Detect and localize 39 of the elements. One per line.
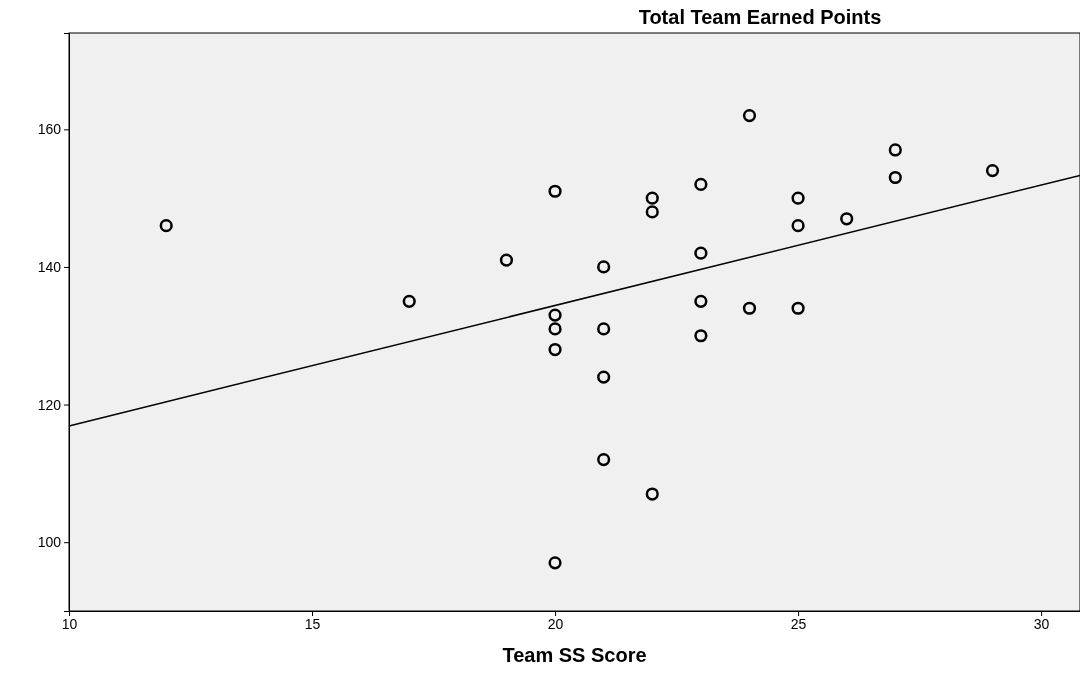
point	[548, 342, 562, 357]
point	[645, 487, 659, 501]
point	[597, 370, 611, 384]
x-tick-label: 15	[304, 615, 321, 632]
point	[694, 329, 708, 343]
x-axis-title: Team SS Score	[502, 644, 647, 666]
point	[645, 191, 659, 205]
point	[742, 301, 757, 315]
x-tick-label: 20	[547, 615, 564, 632]
point	[791, 191, 805, 205]
point	[597, 322, 611, 336]
point	[791, 301, 805, 315]
point	[888, 143, 902, 157]
point	[548, 556, 562, 570]
y-tick-label: 100	[37, 534, 62, 551]
point	[985, 164, 1000, 178]
point	[159, 219, 173, 233]
y-tick-label: 160	[37, 121, 62, 138]
point	[840, 212, 854, 226]
point	[888, 170, 902, 185]
point	[499, 253, 514, 267]
y-axis-title: Total Team Earned Points	[638, 6, 882, 28]
point	[548, 308, 562, 322]
point	[597, 260, 611, 274]
point	[791, 219, 805, 233]
point	[402, 294, 416, 308]
point	[548, 322, 562, 336]
x-tick-label: 30	[1033, 615, 1050, 632]
point	[548, 184, 562, 198]
point	[694, 294, 708, 308]
x-tick-label: 10	[61, 615, 78, 632]
point	[645, 205, 659, 219]
point	[597, 453, 611, 467]
point	[694, 177, 708, 191]
y-tick-label: 140	[37, 258, 62, 275]
point	[742, 108, 757, 123]
x-tick-label: 25	[790, 615, 807, 632]
y-tick-label: 120	[37, 396, 62, 413]
point	[694, 246, 708, 260]
